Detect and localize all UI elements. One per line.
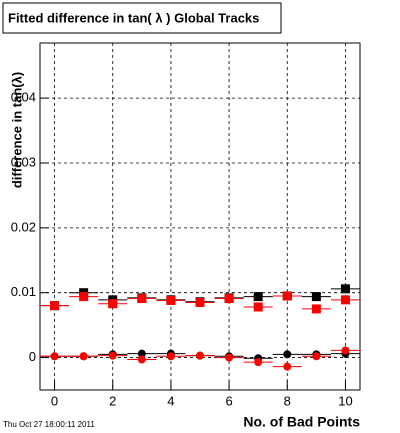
marker [224,294,234,304]
y-tick-label: 0.03 [11,154,36,169]
marker [283,350,292,359]
x-tick-label: 4 [167,393,174,408]
marker [50,301,60,311]
marker [282,291,292,301]
marker [166,352,175,361]
marker [340,295,350,305]
x-tick-label: 10 [338,393,352,408]
marker [79,292,89,302]
y-axis-label: difference in tan(λ) [9,72,24,188]
marker [253,302,263,312]
marker [253,292,263,302]
marker [137,294,147,304]
footer: Thu Oct 27 18:00:11 2011 [3,420,95,429]
marker [137,349,146,358]
marker [311,292,321,302]
marker [79,352,88,361]
marker [225,353,234,362]
marker [137,355,146,364]
title-box [2,2,282,34]
x-tick-label: 8 [284,393,291,408]
chart-title: Fitted difference in tan( λ ) Global Tra… [8,10,259,25]
marker [108,299,118,309]
y-tick-label: 0.04 [11,90,36,105]
marker [254,358,263,367]
y-tick-label: 0 [29,349,36,364]
x-tick-label: 2 [109,393,116,408]
y-tick-label: 0.02 [11,219,36,234]
marker [341,346,350,355]
x-tick-label: 0 [51,393,58,408]
x-axis-label: No. of Bad Points [243,414,360,430]
plot-frame [39,42,361,391]
marker [108,351,117,360]
marker [50,352,59,361]
marker [196,351,204,360]
marker [340,284,350,294]
marker [312,352,321,361]
marker [166,295,176,305]
marker [311,304,321,314]
marker [195,297,205,307]
marker [283,362,292,371]
y-tick-label: 0.01 [11,284,36,299]
x-tick-label: 6 [225,393,232,408]
